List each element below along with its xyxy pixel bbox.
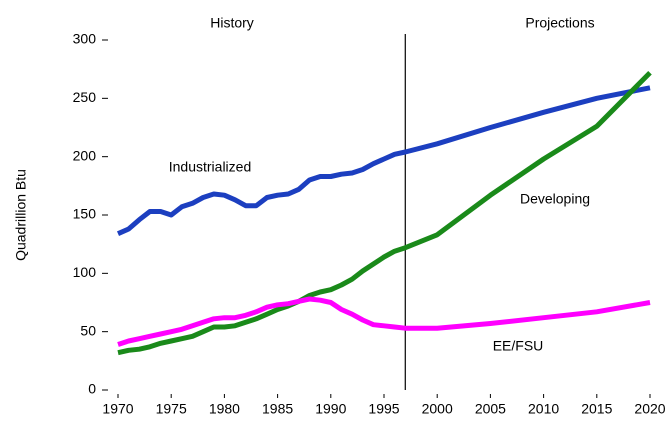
annotation: Projections bbox=[525, 15, 594, 31]
y-tick-label: 250 bbox=[73, 89, 97, 105]
y-tick-label: 100 bbox=[73, 264, 97, 280]
x-tick-label: 1990 bbox=[315, 401, 346, 417]
y-tick-label: 0 bbox=[88, 381, 96, 397]
y-tick-label: 50 bbox=[80, 322, 96, 338]
x-tick-label: 2005 bbox=[475, 401, 506, 417]
x-tick-label: 2020 bbox=[634, 401, 665, 417]
x-tick-label: 2010 bbox=[528, 401, 559, 417]
x-tick-label: 1970 bbox=[102, 401, 133, 417]
series-label: Developing bbox=[520, 191, 590, 207]
x-tick-label: 1980 bbox=[209, 401, 240, 417]
y-tick-label: 200 bbox=[73, 147, 97, 163]
series-line bbox=[116, 85, 651, 236]
x-tick-label: 1995 bbox=[368, 401, 399, 417]
series-label: EE/FSU bbox=[493, 338, 544, 354]
y-tick-label: 150 bbox=[73, 206, 97, 222]
x-tick-label: 2000 bbox=[422, 401, 453, 417]
series-line bbox=[117, 70, 652, 356]
series-line bbox=[117, 296, 651, 347]
x-tick-label: 2015 bbox=[581, 401, 612, 417]
series-label: Industrialized bbox=[169, 159, 252, 175]
y-tick-label: 300 bbox=[73, 31, 97, 47]
y-axis-label: Quadrillion Btu bbox=[13, 169, 29, 261]
x-tick-label: 1985 bbox=[262, 401, 293, 417]
x-tick-label: 1975 bbox=[156, 401, 187, 417]
annotation: History bbox=[210, 15, 254, 31]
